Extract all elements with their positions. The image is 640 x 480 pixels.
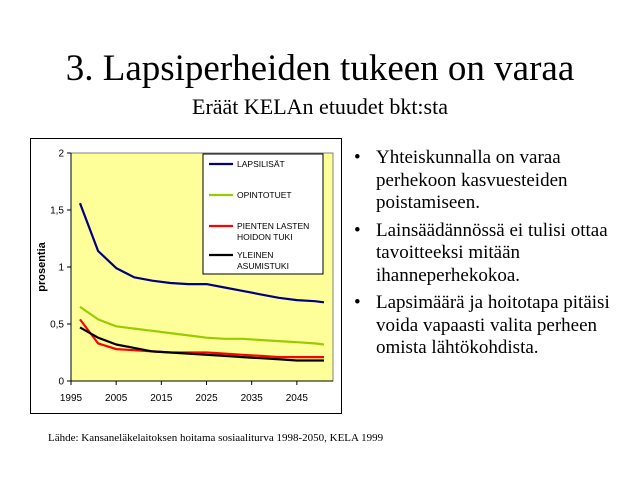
line-chart: 0 0,5 1 1,5 2 1995 2005 2015 2025 2035 2045 prosent… — [36, 149, 334, 404]
bullet-list: • Yhteiskunnalla on varaa perhekoon kasvu… — [354, 147, 638, 365]
y-tick-label: 2 — [58, 149, 64, 160]
bullet-item: • Lainsäädännössä ei tulisi ottaa tavoitt… — [354, 220, 638, 288]
series-line — [79, 305, 325, 346]
legend-label: YLEINEN — [237, 250, 273, 260]
bullet-text: Yhteiskunnalla on varaa perhekoon kasvue… — [376, 147, 568, 213]
slide-title: 3. Lapsiperheiden tukeen on varaa — [65, 48, 575, 89]
bullet-icon: • — [354, 147, 361, 168]
x-tick-label: 2025 — [195, 393, 218, 404]
legend-label: OPINTOTUET — [237, 190, 292, 200]
legend-label: HOIDON TUKI — [237, 232, 293, 242]
legend-label: PIENTEN LASTEN — [237, 221, 309, 231]
bullet-text: Lainsäädännössä ei tulisi ottaa tavoitte… — [376, 219, 608, 286]
source-note: Lähde: Kansaneläkelaitoksen hoitama sosi… — [48, 432, 384, 444]
y-tick-label: 0,5 — [50, 320, 64, 331]
legend-label: ASUMISTUKI — [237, 261, 289, 271]
chart-area: 0 0,5 1 1,5 2 1995 2005 2015 2025 2035 2045 prosent… — [30, 138, 342, 414]
y-tick-label: 0 — [58, 377, 64, 388]
x-tick-label: 2035 — [241, 393, 264, 404]
series-line — [79, 318, 324, 359]
bullet-item: • Lapsimäärä ja hoitotapa pitäisi voida v… — [354, 292, 638, 360]
legend-label: LAPSILISÄT — [237, 159, 285, 169]
legend-box — [202, 153, 324, 275]
y-axis-title: prosentia — [36, 241, 48, 291]
series-line — [78, 202, 325, 304]
bullet-icon: • — [354, 219, 361, 241]
x-tick-label: 2005 — [105, 393, 128, 404]
bullet-icon: • — [354, 292, 361, 313]
bullet-text: Lapsimäärä ja hoitotapa pitäisi voida va… — [376, 292, 610, 358]
x-tick-label: 1995 — [60, 393, 83, 404]
series-line — [79, 326, 324, 362]
x-tick-label: 2015 — [150, 393, 173, 404]
bullet-item: • Yhteiskunnalla on varaa perhekoon kasvu… — [354, 147, 638, 215]
slide-subtitle: Eräät KELAn etuudet bkt:sta — [192, 94, 448, 119]
x-tick-label: 2045 — [286, 393, 309, 404]
y-tick-label: 1 — [58, 263, 64, 274]
y-tick-label: 1,5 — [50, 206, 64, 217]
